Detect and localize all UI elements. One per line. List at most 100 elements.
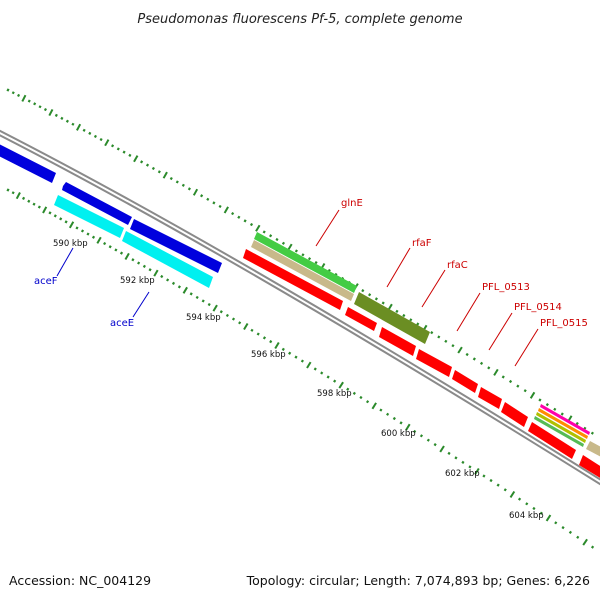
minor-tick bbox=[294, 249, 298, 253]
leader-aceE bbox=[132, 291, 150, 318]
gene-arrow-green-small[interactable] bbox=[534, 416, 584, 447]
minor-tick bbox=[516, 384, 520, 388]
minor-tick bbox=[395, 309, 399, 313]
gene-label-rfaF[interactable]: rfaF bbox=[412, 238, 432, 249]
gene-arrow-cyan[interactable] bbox=[54, 195, 124, 238]
minor-tick bbox=[238, 321, 242, 325]
genome-summary-text: Topology: circular; Length: 7,074,893 bp… bbox=[246, 573, 590, 588]
minor-tick bbox=[413, 429, 417, 434]
minor-tick bbox=[576, 535, 580, 539]
minor-tick bbox=[27, 199, 31, 203]
minor-tick bbox=[508, 379, 513, 384]
minor-tick bbox=[454, 456, 458, 460]
minor-tick bbox=[60, 116, 64, 120]
accession-text: Accession: NC_004129 bbox=[9, 573, 151, 588]
minor-tick bbox=[575, 421, 579, 426]
minor-tick bbox=[11, 191, 15, 195]
minor-tick bbox=[472, 357, 476, 361]
outer-tick-track bbox=[6, 88, 594, 435]
minor-tick bbox=[122, 150, 126, 154]
minor-tick bbox=[128, 153, 132, 157]
minor-tick bbox=[103, 241, 107, 246]
minor-tick bbox=[212, 201, 216, 205]
gene-arrow-red[interactable] bbox=[345, 307, 377, 331]
minor-tick bbox=[218, 204, 222, 208]
minor-tick bbox=[433, 443, 437, 447]
gene-arrow-tan[interactable] bbox=[251, 240, 354, 301]
gene-label-glnE[interactable]: glnE bbox=[341, 198, 363, 209]
gene-arrow-lime[interactable] bbox=[536, 412, 586, 443]
minor-tick bbox=[568, 530, 573, 535]
minor-tick bbox=[171, 281, 176, 285]
major-tick bbox=[223, 206, 229, 214]
minor-tick bbox=[333, 379, 337, 383]
gene-arrow-red[interactable] bbox=[243, 249, 343, 310]
minor-tick bbox=[590, 545, 595, 549]
minor-tick bbox=[250, 328, 254, 332]
minor-tick bbox=[169, 176, 173, 181]
gene-arrow-red[interactable] bbox=[579, 455, 600, 481]
major-tick bbox=[306, 361, 312, 369]
minor-tick bbox=[379, 408, 383, 412]
gene-arrow-blue[interactable] bbox=[0, 142, 56, 183]
minor-tick bbox=[545, 403, 549, 407]
major-tick bbox=[153, 269, 159, 277]
minor-tick bbox=[416, 322, 420, 326]
gene-arrow-tan-small[interactable] bbox=[586, 441, 600, 459]
minor-tick bbox=[75, 226, 79, 230]
gene-arrow-red[interactable] bbox=[501, 402, 528, 427]
minor-tick bbox=[201, 299, 205, 303]
major-tick bbox=[124, 252, 130, 260]
major-tick bbox=[243, 322, 249, 331]
gene-arrow-red[interactable] bbox=[416, 349, 452, 377]
leader-PFL_0515 bbox=[514, 328, 539, 367]
minor-tick bbox=[409, 318, 413, 322]
minor-tick bbox=[275, 237, 279, 242]
gene-label-rfaC[interactable]: rfaC bbox=[447, 260, 468, 271]
minor-tick bbox=[365, 400, 370, 404]
major-tick bbox=[21, 94, 27, 102]
leader-rfaF bbox=[386, 247, 411, 288]
major-tick bbox=[96, 236, 102, 244]
gene-arrow-red[interactable] bbox=[452, 370, 478, 393]
minor-tick bbox=[402, 313, 406, 318]
gene-arrow-blue[interactable] bbox=[62, 182, 132, 225]
gene-arrow-cyan[interactable] bbox=[122, 231, 213, 288]
minor-tick bbox=[17, 93, 21, 98]
minor-tick bbox=[181, 183, 185, 187]
minor-tick bbox=[525, 502, 529, 506]
minor-tick bbox=[419, 434, 424, 438]
gene-label-PFL_0514[interactable]: PFL_0514 bbox=[514, 302, 562, 313]
minor-tick bbox=[38, 105, 42, 109]
minor-tick bbox=[91, 235, 96, 239]
minor-tick bbox=[37, 205, 41, 209]
leader-glnE bbox=[315, 209, 340, 247]
gene-label-PFL_0515[interactable]: PFL_0515 bbox=[540, 318, 588, 329]
minor-tick bbox=[22, 196, 26, 200]
major-tick bbox=[371, 402, 377, 410]
major-tick bbox=[529, 391, 536, 399]
gene-label-PFL_0513[interactable]: PFL_0513 bbox=[482, 282, 530, 293]
minor-tick bbox=[482, 474, 486, 478]
minor-tick bbox=[320, 371, 324, 375]
backbone-outer-line bbox=[0, 129, 600, 486]
gene-arrow-green[interactable] bbox=[254, 232, 357, 293]
gene-arrow-red[interactable] bbox=[528, 422, 576, 459]
minor-tick bbox=[177, 285, 181, 289]
gene-arrow-orange[interactable] bbox=[538, 408, 588, 439]
minor-tick bbox=[461, 460, 465, 464]
gene-arrow-blue[interactable] bbox=[130, 219, 222, 273]
gene-arrow-magenta[interactable] bbox=[540, 404, 590, 435]
gene-label-aceE[interactable]: aceE bbox=[110, 318, 134, 329]
gene-arrow-red[interactable] bbox=[379, 327, 416, 356]
gene-arrow-olive[interactable] bbox=[354, 292, 430, 344]
minor-tick bbox=[225, 313, 229, 318]
gene-label-aceF[interactable]: aceF bbox=[34, 276, 58, 287]
major-tick bbox=[274, 341, 280, 350]
minor-tick bbox=[207, 302, 211, 307]
ruler-label: 598 kbp bbox=[317, 389, 352, 399]
minor-tick bbox=[148, 268, 152, 272]
minor-tick bbox=[281, 241, 286, 245]
gene-arrow-red[interactable] bbox=[478, 387, 502, 409]
minor-tick bbox=[539, 511, 543, 515]
